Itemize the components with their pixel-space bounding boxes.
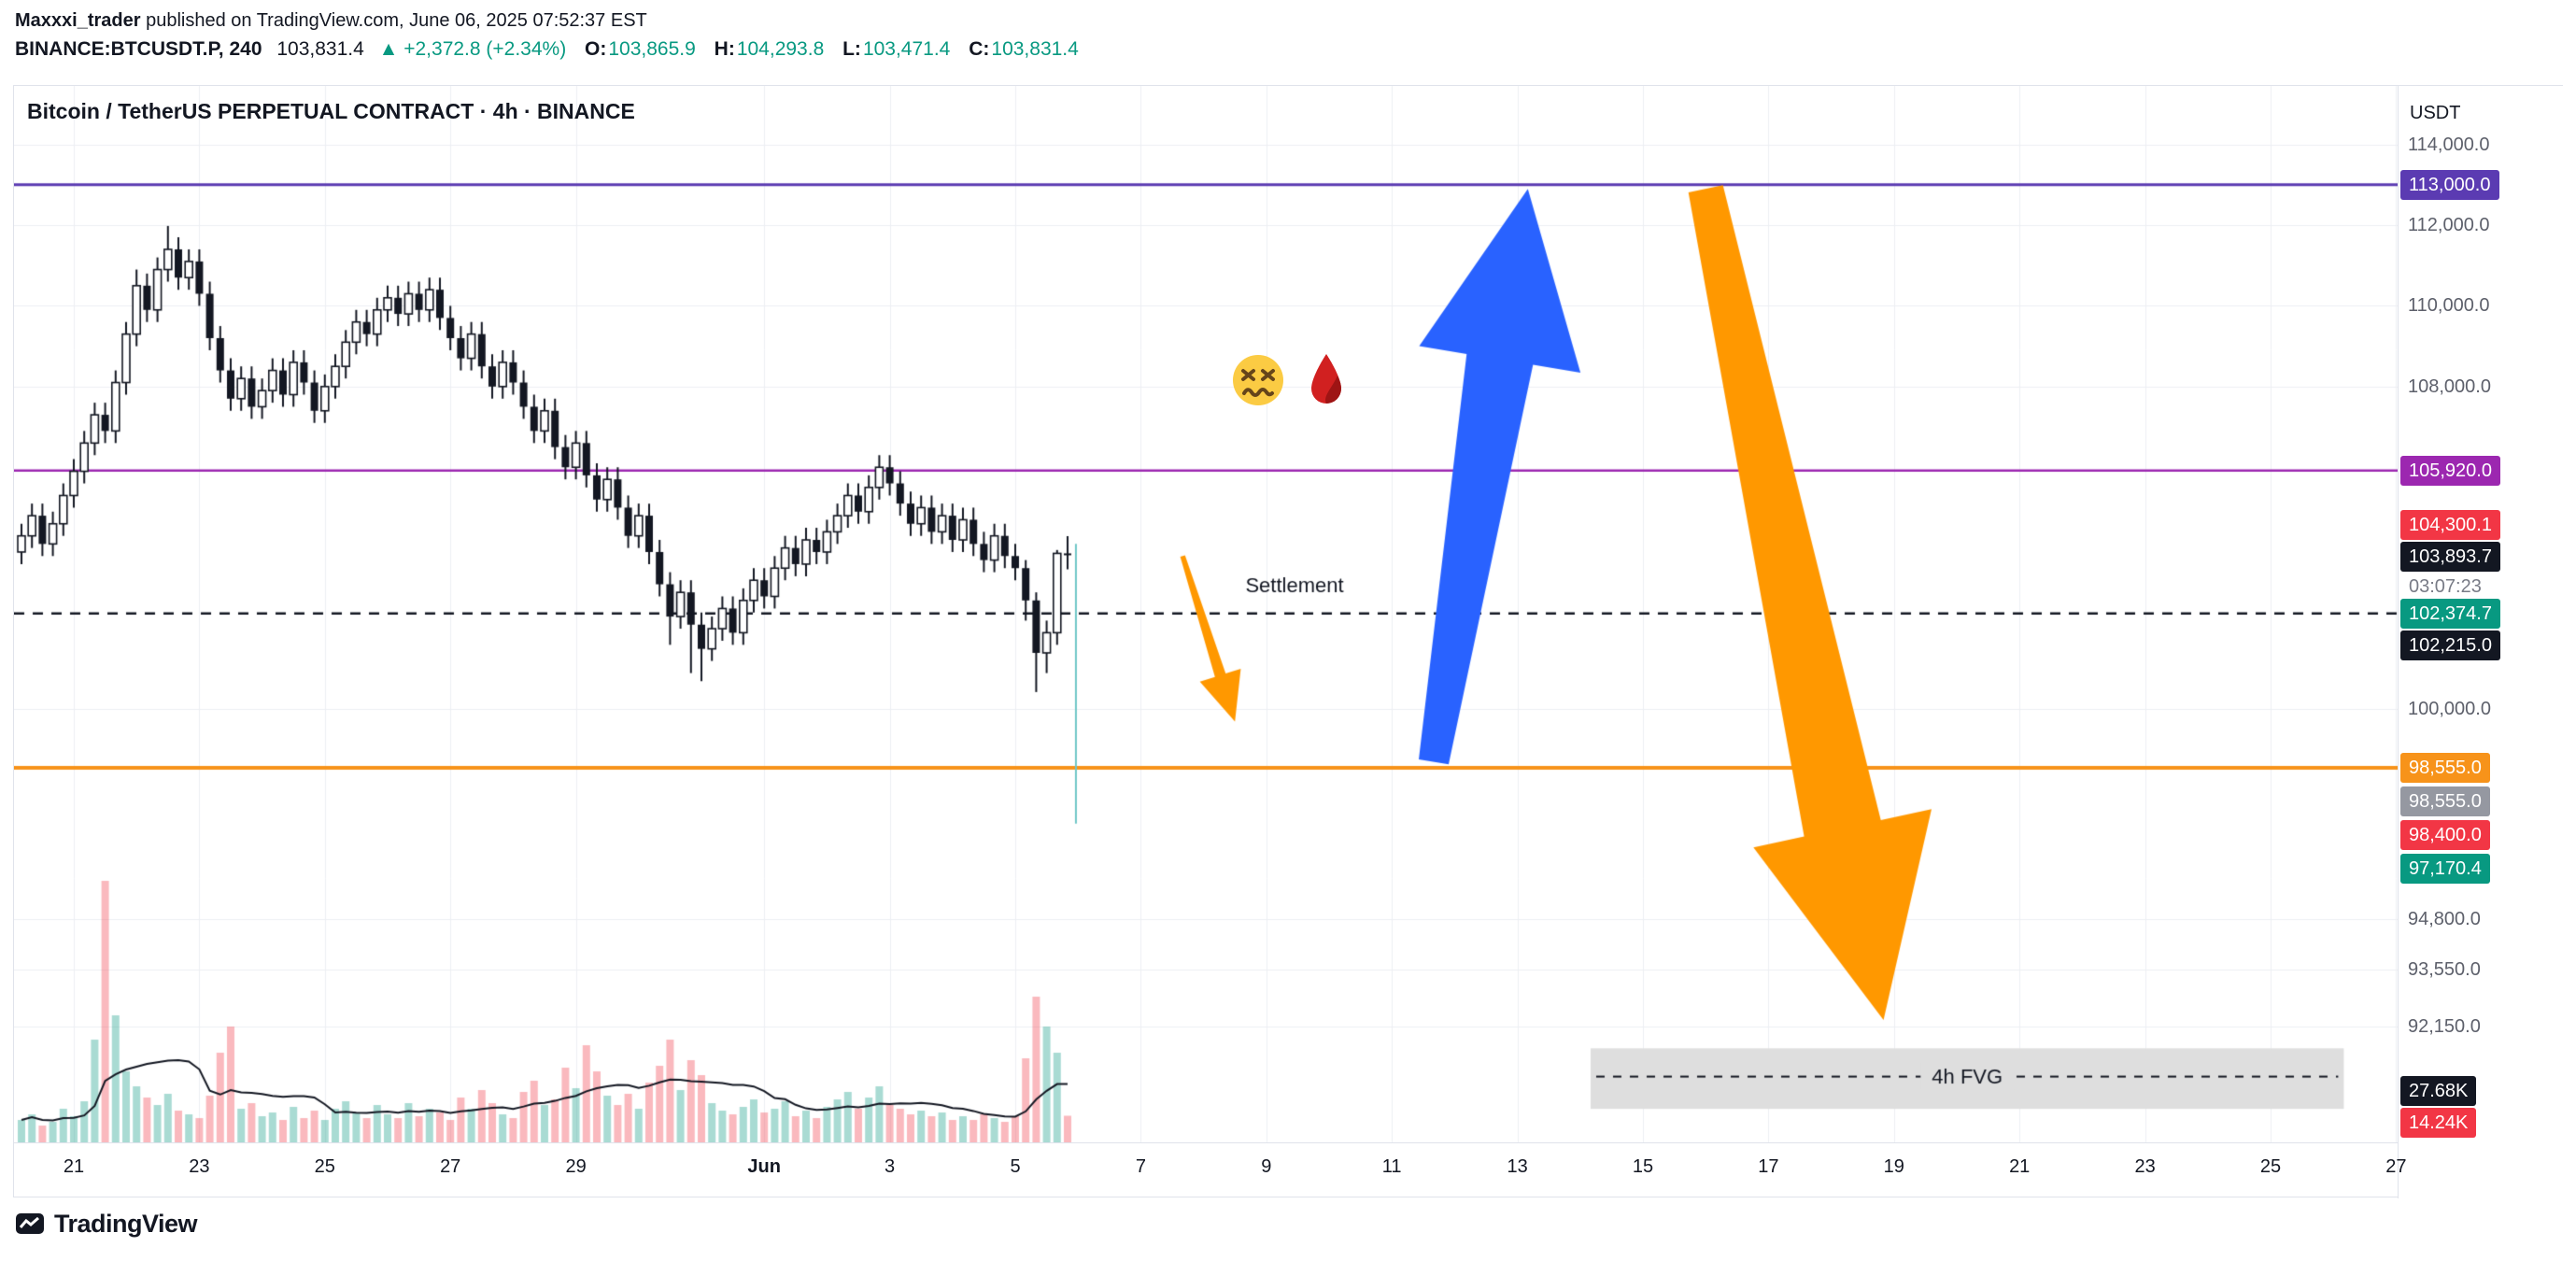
open-value: 103,865.9 (608, 38, 696, 60)
price-badge: 104,300.1 (2400, 510, 2500, 540)
price-badge: 27.68K (2400, 1076, 2477, 1106)
quote-bar: BINANCE:BTCUSDT.P, 240 103,831.4 ▲ +2,37… (15, 35, 1079, 64)
price-change: ▲ +2,372.8 (+2.34%) (378, 38, 567, 60)
price-chart-canvas[interactable] (14, 86, 2398, 1142)
bar-countdown: 03:07:23 (2409, 576, 2482, 597)
price-axis-label: 94,800.0 (2408, 909, 2481, 930)
low-value: 103,471.4 (862, 38, 951, 60)
price-axis-label: 110,000.0 (2408, 295, 2490, 317)
time-axis-label: 13 (1507, 1156, 1528, 1177)
tradingview-logo-icon[interactable] (15, 1209, 45, 1239)
close-value: 103,831.4 (991, 38, 1079, 60)
time-axis-label: Jun (747, 1156, 781, 1177)
time-axis-label: 19 (1883, 1156, 1904, 1177)
time-axis-label: 23 (189, 1156, 210, 1177)
tradingview-brand-text[interactable]: TradingView (54, 1209, 198, 1238)
price-axis-label: 108,000.0 (2408, 375, 2491, 397)
open-label: O: (585, 38, 607, 60)
high-label: H: (714, 38, 735, 60)
author-name: Maxxxi_trader (15, 10, 141, 31)
price-badge: 97,170.4 (2400, 854, 2490, 884)
chart-container: Bitcoin / TetherUS PERPETUAL CONTRACT · … (13, 85, 2564, 1198)
time-axis-label: 9 (1261, 1156, 1272, 1177)
time-axis-label: 25 (314, 1156, 335, 1177)
symbol-interval: BINANCE:BTCUSDT.P, 240 (15, 38, 262, 60)
price-badge: 98,555.0 (2400, 753, 2490, 783)
price-scale[interactable]: USDT 114,000.0 112,000.0 110,000.0 108,000.… (2398, 86, 2564, 1198)
time-axis-label: 17 (1758, 1156, 1779, 1177)
price-badge: 98,400.0 (2400, 820, 2490, 850)
time-axis-label: 11 (1381, 1156, 1402, 1177)
price-axis-label: 92,150.0 (2408, 1015, 2481, 1037)
chart-title: Bitcoin / TetherUS PERPETUAL CONTRACT · … (27, 99, 635, 123)
price-axis-label: 114,000.0 (2408, 134, 2490, 155)
price-badge: 102,374.7 (2400, 599, 2500, 629)
time-axis-label: 27 (2385, 1156, 2407, 1177)
price-badge: 98,555.0 (2400, 786, 2490, 816)
time-axis-label: 5 (1010, 1156, 1021, 1177)
price-badge: 102,215.0 (2400, 630, 2500, 660)
last-price: 103,831.4 (276, 38, 364, 60)
time-axis-label: 29 (565, 1156, 587, 1177)
price-badge: 14.24K (2400, 1108, 2477, 1138)
price-scale-currency: USDT (2410, 103, 2461, 123)
time-axis-label: 3 (885, 1156, 896, 1177)
publish-header: Maxxxi_trader published on TradingView.c… (15, 7, 1079, 64)
time-axis-label: 21 (63, 1156, 85, 1177)
confounded-face-emoji (1229, 351, 1287, 414)
time-axis-label: 7 (1135, 1156, 1146, 1177)
high-value: 104,293.8 (736, 38, 825, 60)
publish-byline: Maxxxi_trader published on TradingView.c… (15, 7, 1079, 34)
time-axis-label: 15 (1632, 1156, 1654, 1177)
price-badge: 113,000.0 (2400, 170, 2499, 200)
close-label: C: (969, 38, 990, 60)
time-axis-label: 25 (2259, 1156, 2282, 1177)
price-axis-label: 93,550.0 (2408, 959, 2481, 981)
price-badge: 105,920.0 (2400, 456, 2500, 486)
price-axis-label: 100,000.0 (2408, 699, 2491, 720)
price-axis-label: 112,000.0 (2408, 215, 2490, 236)
footer: TradingView (15, 1209, 198, 1239)
time-axis-label: 27 (440, 1156, 461, 1177)
plot-area[interactable]: Bitcoin / TetherUS PERPETUAL CONTRACT · … (14, 86, 2398, 1142)
publish-info: published on TradingView.com, June 06, 2… (140, 10, 647, 31)
time-axis-label: 23 (2134, 1156, 2156, 1177)
time-axis[interactable]: 21 23 25 27 29 Jun 3 5 7 9 11 13 15 17 19 21 23 25 27 (14, 1142, 2407, 1197)
price-badge: 103,893.7 (2400, 542, 2500, 572)
blood-drop-emoji (1307, 351, 1346, 412)
time-axis-label: 21 (2009, 1156, 2031, 1177)
low-label: L: (842, 38, 861, 60)
